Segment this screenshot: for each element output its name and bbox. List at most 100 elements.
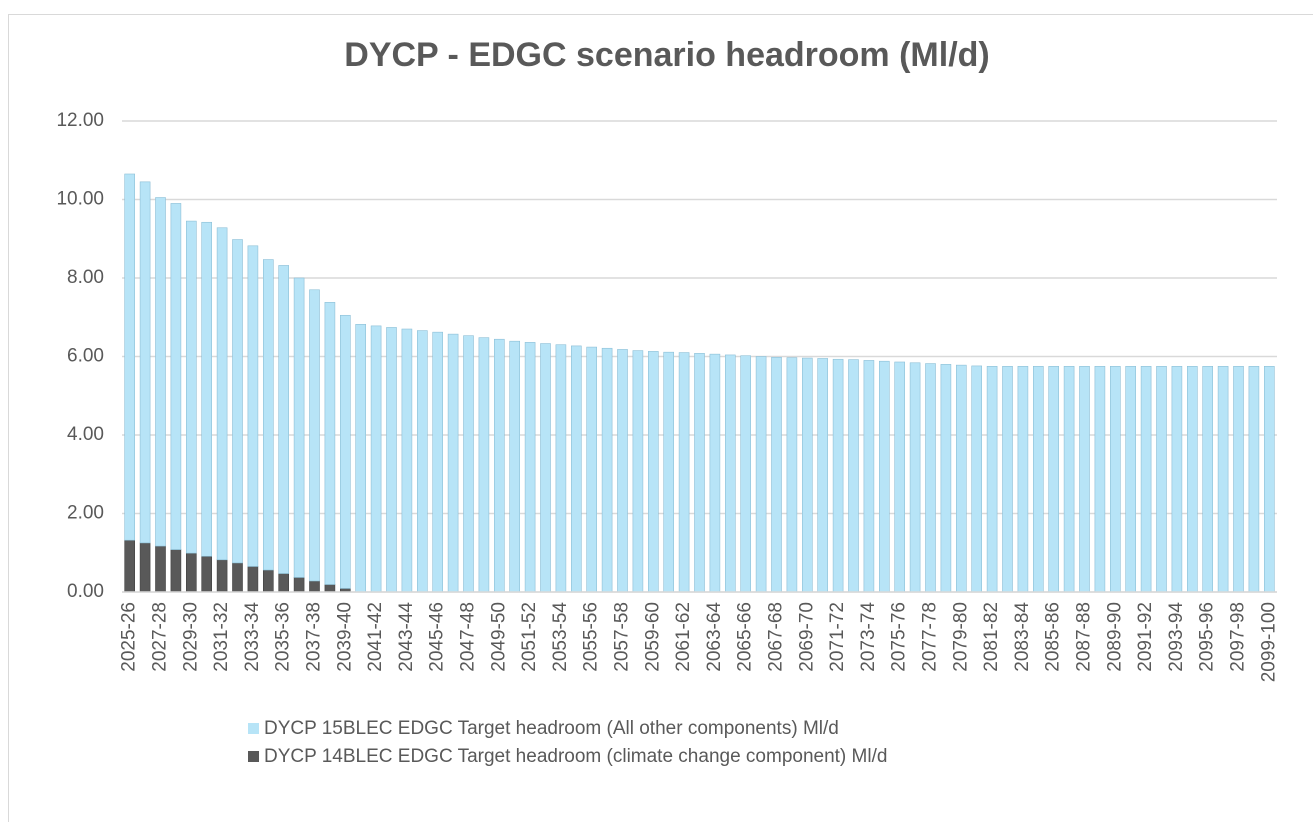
x-tick-label: 2049-50 — [488, 602, 509, 672]
x-tick-label: 2087-88 — [1074, 602, 1095, 672]
bar-segment — [1171, 366, 1183, 593]
bar-segment — [139, 181, 151, 544]
bar-segment — [293, 577, 305, 593]
bar-segment — [1048, 366, 1059, 593]
x-tick-label: 2081-82 — [981, 602, 1002, 672]
bar-segment — [740, 355, 752, 593]
bar-segment — [632, 350, 644, 593]
bar-segment — [1264, 366, 1275, 593]
bar-segment — [1233, 366, 1244, 593]
x-tick-label: 2071-72 — [827, 602, 848, 672]
bar-segment — [478, 337, 490, 593]
legend-label: DYCP 14BLEC EDGC Target headroom (climat… — [264, 746, 888, 767]
x-tick-label: 2039-40 — [334, 602, 355, 672]
x-tick-label: 2077-78 — [920, 602, 941, 672]
bar-segment — [601, 347, 613, 593]
bar-segment — [232, 562, 243, 593]
x-tick-label: 2045-46 — [427, 602, 448, 672]
x-tick-label: 2033-34 — [242, 602, 263, 672]
y-tick-label: 8.00 — [67, 267, 104, 288]
x-tick-label: 2057-58 — [612, 602, 633, 672]
bar-segment — [1202, 366, 1213, 593]
bar-segment — [1187, 366, 1198, 593]
bar-segment — [247, 245, 259, 567]
bar-segment — [432, 331, 444, 593]
x-tick-label: 2095-96 — [1197, 602, 1218, 672]
bar-segment — [1063, 366, 1075, 593]
bar-segment — [955, 364, 967, 593]
x-tick-label: 2089-90 — [1104, 602, 1125, 672]
bar-segment — [663, 351, 675, 593]
bar-segment — [124, 539, 135, 593]
x-tick-label: 2085-86 — [1043, 602, 1064, 672]
x-tick-label: 2067-68 — [766, 602, 787, 672]
bar-segment — [155, 197, 166, 547]
x-tick-label: 2051-52 — [519, 602, 540, 672]
bar-segment — [293, 277, 305, 578]
x-tick-label: 2047-48 — [458, 602, 479, 672]
bar-segment — [1033, 366, 1044, 593]
bar-segment — [540, 343, 551, 593]
x-tick-label: 2041-42 — [365, 602, 386, 672]
bar-segment — [278, 573, 290, 593]
bar-segment — [463, 335, 474, 593]
legend-swatch — [248, 723, 259, 734]
bar-segment — [694, 353, 705, 593]
x-tick-label: 2043-44 — [396, 602, 417, 672]
bar-segment — [262, 259, 274, 571]
x-tick-label: 2027-28 — [150, 602, 171, 672]
bar-segment — [401, 328, 413, 593]
bar-segment — [617, 349, 628, 593]
bar-segment — [139, 542, 151, 593]
bar-segment — [986, 366, 998, 593]
x-tick-label: 2073-74 — [858, 602, 879, 672]
bar-segment — [940, 364, 952, 593]
bar-segment — [1079, 366, 1090, 593]
bar-segment — [370, 325, 382, 593]
y-tick-label: 12.00 — [56, 110, 104, 131]
bar-segment — [216, 559, 228, 593]
x-tick-label: 2053-54 — [550, 602, 571, 672]
x-tick-label: 2091-92 — [1135, 602, 1156, 672]
bar-segment — [324, 302, 336, 585]
x-tick-label: 2093-94 — [1166, 602, 1187, 672]
x-tick-label: 2031-32 — [211, 602, 232, 672]
bar-segment — [832, 358, 844, 593]
bar-segment — [201, 221, 212, 557]
bar-segment — [925, 363, 936, 593]
x-tick-label: 2065-66 — [735, 602, 756, 672]
x-tick-label: 2075-76 — [889, 602, 910, 672]
x-tick-label: 2025-26 — [119, 602, 140, 672]
y-tick-label: 10.00 — [56, 189, 104, 210]
bar-segment — [909, 362, 921, 593]
legend-swatch — [248, 751, 259, 762]
legend-item: DYCP 15BLEC EDGC Target headroom (All ot… — [248, 716, 968, 741]
bar-segment — [247, 566, 259, 593]
legend: DYCP 15BLEC EDGC Target headroom (All ot… — [248, 716, 968, 772]
x-tick-label: 2099-100 — [1258, 602, 1279, 682]
x-tick-label: 2063-64 — [704, 602, 725, 672]
bar-segment — [555, 344, 567, 593]
bar-segment — [801, 357, 813, 593]
bar-segment — [1110, 366, 1121, 593]
bar-segment — [894, 361, 906, 593]
x-tick-label: 2061-62 — [673, 602, 694, 672]
x-tick-label: 2069-70 — [796, 602, 817, 672]
x-tick-label: 2055-56 — [581, 602, 602, 672]
bar-segment — [509, 340, 521, 593]
bar-segment — [647, 351, 659, 593]
bar-segment — [324, 584, 336, 593]
bar-segment — [771, 356, 782, 593]
bar-segment — [586, 346, 598, 593]
bar-segment — [1217, 366, 1229, 593]
bar-segment — [1017, 366, 1029, 593]
bar-segment — [1125, 366, 1136, 593]
bar-segment — [678, 352, 690, 593]
bar-segment — [339, 314, 351, 589]
bar-segment — [416, 330, 428, 593]
bar-segment — [1248, 366, 1260, 593]
legend-item: DYCP 14BLEC EDGC Target headroom (climat… — [248, 744, 968, 769]
bar-segment — [309, 289, 320, 582]
